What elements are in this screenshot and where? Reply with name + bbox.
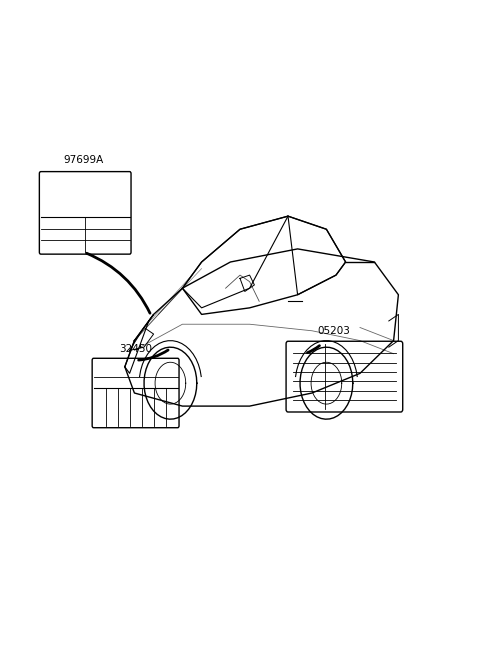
Text: 32450: 32450 bbox=[120, 344, 152, 354]
Text: 97699A: 97699A bbox=[63, 155, 103, 165]
Text: 05203: 05203 bbox=[317, 326, 350, 336]
FancyBboxPatch shape bbox=[39, 172, 131, 254]
FancyBboxPatch shape bbox=[286, 341, 403, 412]
FancyBboxPatch shape bbox=[92, 358, 179, 428]
